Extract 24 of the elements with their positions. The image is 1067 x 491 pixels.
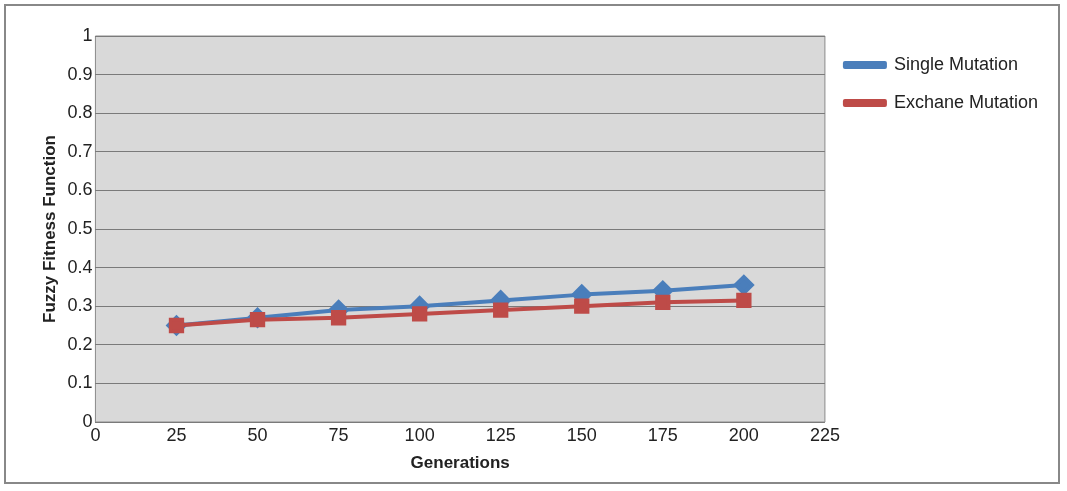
y-tick-label: 0 [82, 410, 93, 431]
y-tick-label: 0.1 [67, 372, 93, 393]
y-tick-label: 0.4 [67, 256, 93, 277]
y-tick-label: 0.2 [67, 333, 93, 354]
x-tick-label: 50 [247, 424, 268, 445]
y-tick-label: 0.9 [67, 63, 93, 84]
x-tick-label: 100 [404, 424, 435, 445]
x-tick-label: 150 [566, 424, 597, 445]
x-axis-title: Generations [410, 453, 510, 473]
legend-label: Single Mutation [893, 53, 1018, 74]
x-tick-label: 175 [647, 424, 678, 445]
y-tick-label: 0.6 [67, 179, 93, 200]
y-tick-label: 1 [82, 24, 93, 45]
x-tick-label: 25 [166, 424, 187, 445]
y-tick-label: 0.5 [67, 217, 93, 238]
x-tick-label: 200 [728, 424, 759, 445]
y-tick-label: 0.8 [67, 102, 93, 123]
y-tick-label: 0.3 [67, 295, 93, 316]
legend-label: Exchane Mutation [893, 91, 1039, 112]
x-tick-label: 125 [485, 424, 516, 445]
x-tick-label: 75 [328, 424, 349, 445]
y-tick-label: 0.7 [67, 140, 93, 161]
y-axis-title: Fuzzy Fitness Function [39, 135, 59, 323]
x-tick-label: 225 [809, 424, 840, 445]
